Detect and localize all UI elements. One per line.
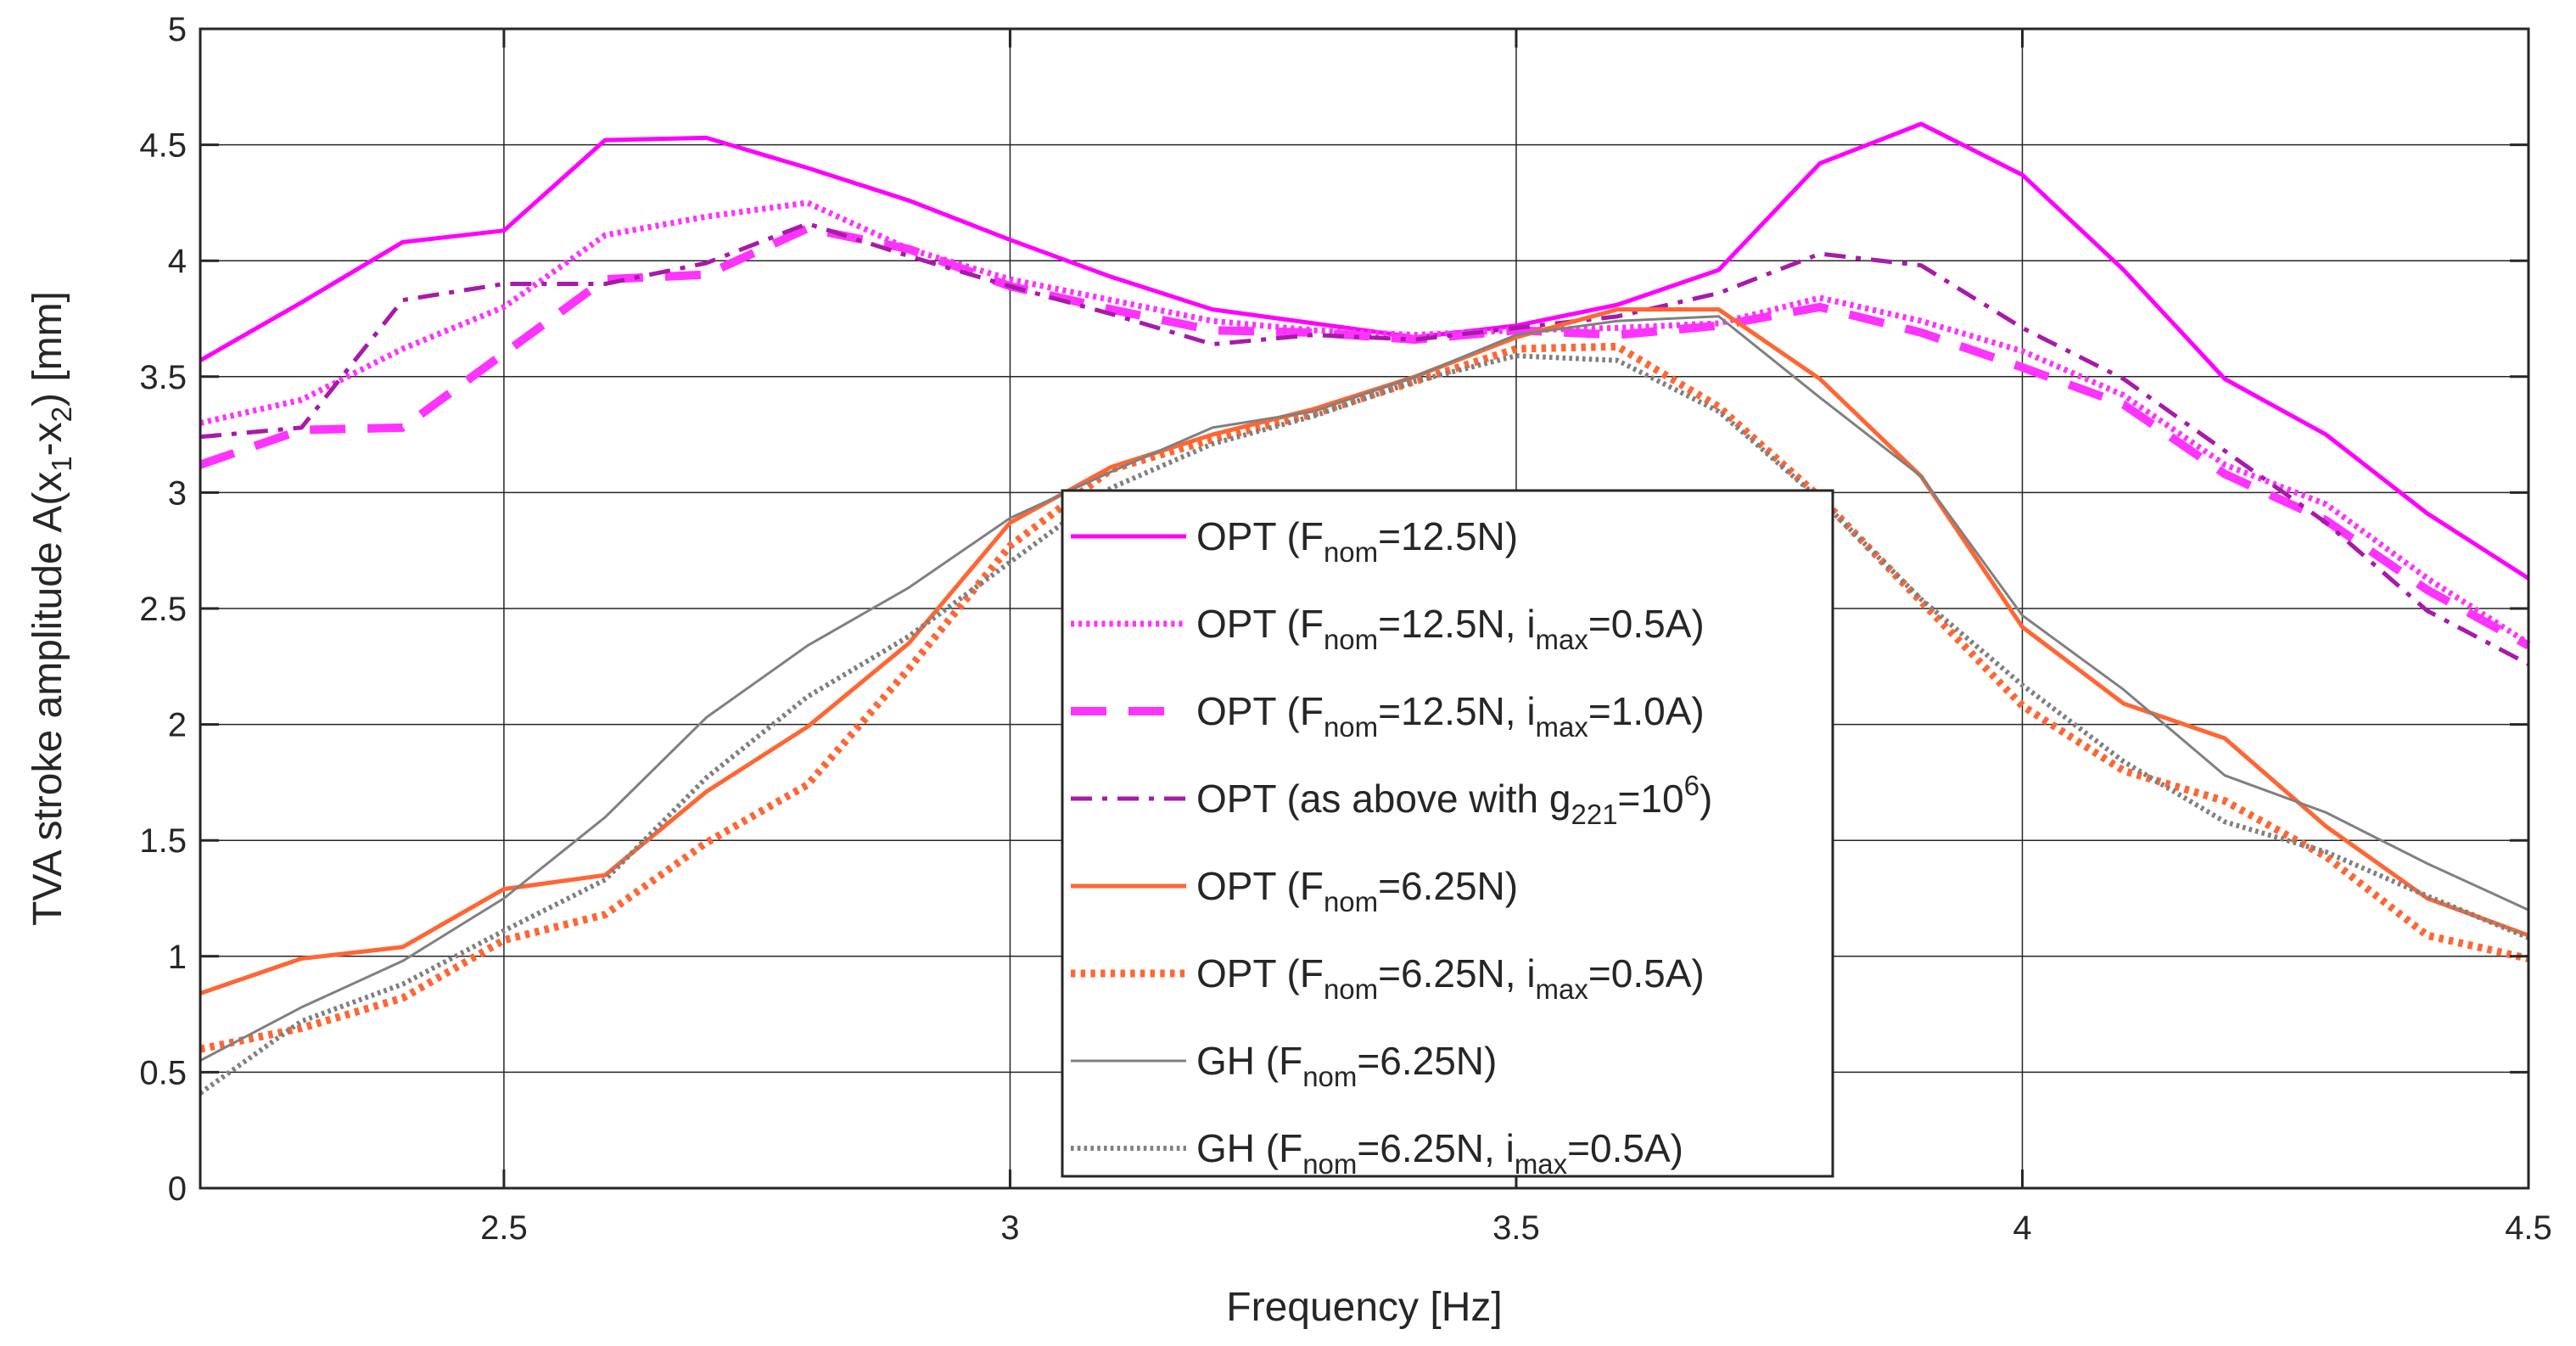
y-axis-label-sub1: 1 bbox=[46, 456, 77, 471]
legend-item-8: GH (Fnom=6.25N, imax=0.5A) bbox=[1071, 1126, 1683, 1180]
legend-item-6: OPT (Fnom=6.25N, imax=0.5A) bbox=[1071, 951, 1705, 1005]
series-line-1 bbox=[199, 121, 2530, 580]
series-line-8 bbox=[199, 353, 2530, 1096]
x-tick-label: 3.5 bbox=[1492, 1209, 1540, 1247]
y-axis-label-tail: ) [mm] bbox=[25, 291, 70, 407]
series-layer bbox=[199, 121, 2531, 1096]
y-axis-label-mid: -x bbox=[25, 422, 70, 456]
y-tick-label: 4.5 bbox=[139, 127, 187, 165]
legend: OPT (Fnom=12.5N) OPT (Fnom=12.5N, imax=0.… bbox=[1061, 489, 1834, 1180]
legend-label: OPT (Fnom=12.5N) bbox=[1196, 514, 1518, 568]
legend-label: OPT (Fnom=12.5N, imax=1.0A) bbox=[1196, 689, 1705, 743]
x-tick-label: 2.5 bbox=[480, 1209, 528, 1247]
legend-label: OPT (Fnom=6.25N) bbox=[1196, 864, 1518, 917]
legend-item-7: GH (Fnom=6.25N) bbox=[1071, 1039, 1497, 1092]
y-tick-label: 0 bbox=[168, 1170, 187, 1208]
x-axis-label: Frequency [Hz] bbox=[1226, 1285, 1502, 1330]
legend-label: GH (Fnom=6.25N) bbox=[1196, 1039, 1497, 1092]
legend-item-4: OPT (as above with g221=106) bbox=[1071, 770, 1712, 830]
y-tick-label: 1 bbox=[168, 939, 187, 976]
x-tick-label: 4 bbox=[2013, 1209, 2031, 1247]
axis-ticks: 2.5 3 3.5 4 4.5 0 0.5 1 1.5 2 2.5 3 3.5 4 4.5 5 bbox=[139, 11, 2551, 1247]
legend-item-5: OPT (Fnom=6.25N) bbox=[1071, 864, 1518, 917]
series-line-7 bbox=[199, 315, 2529, 1063]
x-tick-label: 4.5 bbox=[2505, 1209, 2552, 1247]
y-tick-label: 2 bbox=[168, 707, 187, 744]
legend-label: OPT (Fnom=12.5N, imax=0.5A) bbox=[1196, 602, 1705, 655]
x-tick-label: 3 bbox=[1000, 1209, 1019, 1247]
legend-item-2: OPT (Fnom=12.5N, imax=0.5A) bbox=[1071, 602, 1705, 655]
legend-item-3: OPT (Fnom=12.5N, imax=1.0A) bbox=[1071, 689, 1705, 743]
legend-box bbox=[1061, 489, 1834, 1178]
legend-label: OPT (Fnom=6.25N, imax=0.5A) bbox=[1196, 951, 1705, 1005]
y-tick-label: 3 bbox=[168, 474, 187, 512]
y-tick-label: 5 bbox=[168, 11, 187, 48]
series-line-3 bbox=[199, 224, 2531, 650]
y-tick-label: 1.5 bbox=[139, 822, 187, 860]
y-tick-label: 4 bbox=[168, 243, 187, 280]
legend-label: GH (Fnom=6.25N, imax=0.5A) bbox=[1196, 1126, 1683, 1180]
y-tick-label: 3.5 bbox=[139, 359, 187, 396]
y-tick-label: 0.5 bbox=[139, 1054, 187, 1091]
y-axis-label: TVA stroke amplitude A(x1-x2) [mm] bbox=[25, 291, 77, 926]
legend-label: OPT (as above with g221=106) bbox=[1196, 770, 1712, 830]
y-axis-label-main: TVA stroke amplitude A(x bbox=[25, 472, 70, 926]
y-tick-label: 2.5 bbox=[139, 591, 187, 628]
legend-item-1: OPT (Fnom=12.5N) bbox=[1071, 514, 1518, 568]
series-line-2 bbox=[199, 199, 2530, 646]
y-axis-label-sub2: 2 bbox=[46, 407, 77, 422]
